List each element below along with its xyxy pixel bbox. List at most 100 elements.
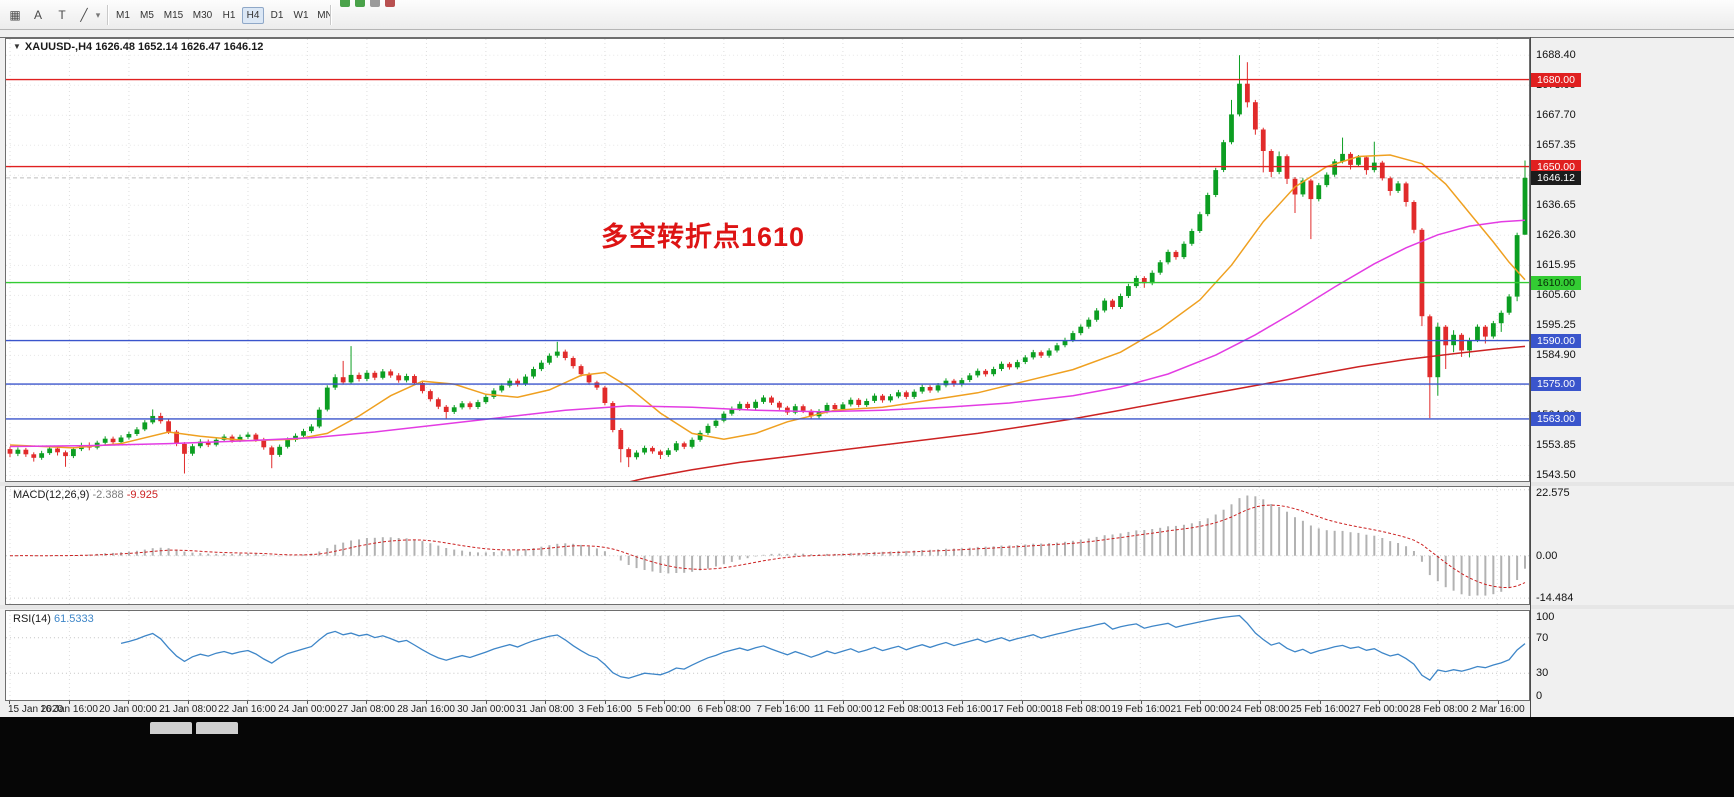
time-axis-tick (69, 701, 70, 704)
time-axis-tick (426, 701, 427, 704)
panel-splitter[interactable] (0, 605, 1734, 609)
time-axis-tick (1498, 701, 1499, 704)
timeframe-button-H4[interactable]: H4 (242, 7, 264, 24)
time-axis-label: 16 Jan 16:00 (40, 704, 98, 715)
price-level-badge: 1680.00 (1531, 73, 1581, 87)
rsi-value: 61.5333 (53, 613, 94, 625)
toolbar-separator (107, 5, 108, 25)
time-axis-label: 2 Mar 16:00 (1471, 704, 1525, 715)
timeframe-button-M15[interactable]: M15 (163, 10, 184, 21)
time-axis-tick (1260, 701, 1261, 704)
toolbar-separator (330, 5, 331, 25)
rsi-name: RSI(14) (13, 613, 51, 625)
text-annotation-button[interactable]: A (33, 8, 42, 22)
panel-splitter[interactable] (0, 482, 1734, 486)
time-axis-tick (962, 701, 963, 704)
time-axis-tick (128, 701, 129, 704)
timeframe-button-H1[interactable]: H1 (222, 10, 236, 21)
time-axis-tick (903, 701, 904, 704)
cropped-toolbar-icon[interactable] (370, 0, 380, 7)
rsi-axis-label: 70 (1536, 632, 1549, 644)
price-axis-label: 1636.65 (1536, 199, 1576, 211)
time-axis-tick (486, 701, 487, 704)
time-axis-tick (1200, 701, 1201, 704)
price-level-badge: 1650.00 (1531, 160, 1581, 174)
chevron-down-icon[interactable]: ▾ (95, 10, 101, 20)
rsi-label: RSI(14) 61.5333 (13, 613, 94, 625)
time-axis-label: 20 Jan 00:00 (99, 704, 157, 715)
macd-axis-label: 22.575 (1536, 487, 1570, 499)
window-tab[interactable] (196, 722, 238, 734)
time-axis-label: 24 Feb 08:00 (1230, 704, 1290, 715)
timeframe-button-MN[interactable]: MN (317, 10, 333, 21)
macd-axis-label: -14.484 (1536, 592, 1574, 604)
time-axis-tick (545, 701, 546, 704)
timeframe-button-M1[interactable]: M1 (116, 10, 130, 21)
price-chart-canvas[interactable] (6, 39, 1529, 481)
time-axis-label: 19 Feb 16:00 (1111, 704, 1171, 715)
timeframe-button-W1[interactable]: W1 (293, 10, 309, 21)
time-axis-label: 25 Feb 16:00 (1290, 704, 1350, 715)
time-axis-label: 28 Jan 16:00 (397, 704, 455, 715)
chart-frame-top-border (0, 37, 1734, 38)
macd-label: MACD(12,26,9) -2.388 -9.925 (13, 489, 158, 501)
macd-canvas[interactable] (6, 487, 1529, 604)
time-axis-tick (664, 701, 665, 704)
price-axis-label: 1595.25 (1536, 319, 1576, 331)
time-axis-label: 17 Feb 00:00 (992, 704, 1052, 715)
price-scale-separator[interactable] (1530, 37, 1531, 717)
text-label-button[interactable]: T (58, 8, 66, 22)
price-level-badge: 1590.00 (1531, 334, 1581, 348)
trendline-tool-icon[interactable]: ╱ (80, 8, 88, 22)
time-axis-tick (1081, 701, 1082, 704)
time-axis-label: 7 Feb 16:00 (756, 704, 810, 715)
cropped-toolbar-icon[interactable] (385, 0, 395, 7)
price-axis-label: 1688.40 (1536, 49, 1576, 61)
price-axis-label: 1605.60 (1536, 289, 1576, 301)
time-axis-tick (1379, 701, 1380, 704)
time-axis-label: 5 Feb 00:00 (637, 704, 691, 715)
time-axis-tick (247, 701, 248, 704)
time-axis-label: 31 Jan 08:00 (516, 704, 574, 715)
rsi-indicator-panel[interactable]: RSI(14) 61.5333 (5, 610, 1530, 701)
time-axis-tick (1022, 701, 1023, 704)
time-axis-label: 24 Jan 00:00 (278, 704, 336, 715)
timeframe-button-M30[interactable]: M30 (192, 10, 213, 21)
rsi-axis-label: 0 (1536, 690, 1543, 702)
price-chart-panel[interactable]: ▼ XAUUSD-,H4 1626.48 1652.14 1626.47 1646… (5, 38, 1530, 482)
time-axis-label: 21 Jan 08:00 (159, 704, 217, 715)
grid-icon[interactable]: ▦ (9, 8, 21, 22)
time-axis-label: 30 Jan 00:00 (457, 704, 515, 715)
time-axis-label: 22 Jan 16:00 (218, 704, 276, 715)
rsi-canvas[interactable] (6, 611, 1529, 700)
cropped-toolbar-icon[interactable] (355, 0, 365, 7)
time-axis-tick (9, 701, 10, 704)
time-axis-tick (366, 701, 367, 704)
rsi-axis-label: 30 (1536, 667, 1549, 679)
timeframe-button-D1[interactable]: D1 (270, 10, 284, 21)
timeframe-button-M5[interactable]: M5 (140, 10, 154, 21)
price-axis-label: 1667.70 (1536, 109, 1576, 121)
cropped-toolbar-icon[interactable] (340, 0, 350, 7)
time-axis-label: 15 Jan 2020 (8, 704, 64, 715)
chart-title: ▼ XAUUSD-,H4 1626.48 1652.14 1626.47 1646… (13, 41, 263, 53)
macd-value: -2.388 (92, 489, 124, 501)
price-axis-label: 1626.30 (1536, 229, 1576, 241)
time-axis-label: 12 Feb 08:00 (873, 704, 933, 715)
current-price-badge: 1646.12 (1531, 171, 1581, 185)
price-axis-label: 1584.90 (1536, 349, 1576, 361)
time-axis-label: 18 Feb 08:00 (1051, 704, 1111, 715)
macd-indicator-panel[interactable]: MACD(12,26,9) -2.388 -9.925 (5, 486, 1530, 605)
window-tab[interactable] (150, 722, 192, 734)
time-axis-label: 27 Feb 00:00 (1349, 704, 1409, 715)
price-axis-label: 1543.50 (1536, 469, 1576, 481)
price-level-badge: 1563.00 (1531, 412, 1581, 426)
price-level-badge: 1575.00 (1531, 377, 1581, 391)
time-axis-tick (1141, 701, 1142, 704)
time-axis-label: 27 Jan 08:00 (337, 704, 395, 715)
macd-signal-value: -9.925 (126, 489, 158, 501)
chevron-down-icon[interactable]: ▼ (13, 42, 21, 51)
time-axis-label: 3 Feb 16:00 (578, 704, 632, 715)
time-axis-tick (605, 701, 606, 704)
